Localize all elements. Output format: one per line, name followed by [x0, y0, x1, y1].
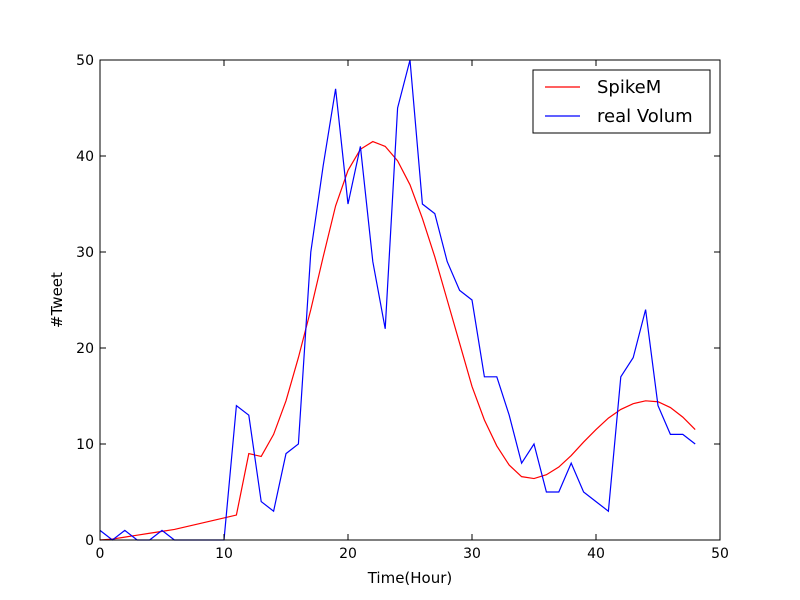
- ticks-layer: 0 10 20 30 40 50 0 10 20 30 40 50: [76, 53, 729, 562]
- y-tick-label: 0: [85, 533, 94, 549]
- legend: SpikeM real Volum: [532, 69, 711, 134]
- y-tick-label: 10: [76, 437, 94, 453]
- plot-frame: [99, 59, 721, 541]
- legend-box: [532, 69, 711, 134]
- y-tick-label: 30: [76, 245, 94, 261]
- legend-label-spikem: SpikeM: [597, 77, 661, 98]
- x-tick-label: 0: [96, 546, 105, 562]
- x-tick-label: 40: [587, 546, 605, 562]
- series-line-spikem: [99, 140, 696, 541]
- x-axis-label: Time(Hour): [367, 569, 453, 587]
- legend-label-real-volum: real Volum: [597, 106, 693, 127]
- y-tick-label: 20: [76, 341, 94, 357]
- x-tick-label: 30: [463, 546, 481, 562]
- y-tick-label: 50: [76, 53, 94, 69]
- y-tick-label: 40: [76, 149, 94, 165]
- x-tick-label: 20: [339, 546, 357, 562]
- y-axis-label: #Tweet: [48, 272, 66, 328]
- x-tick-label: 10: [215, 546, 233, 562]
- x-tick-label: 50: [711, 546, 729, 562]
